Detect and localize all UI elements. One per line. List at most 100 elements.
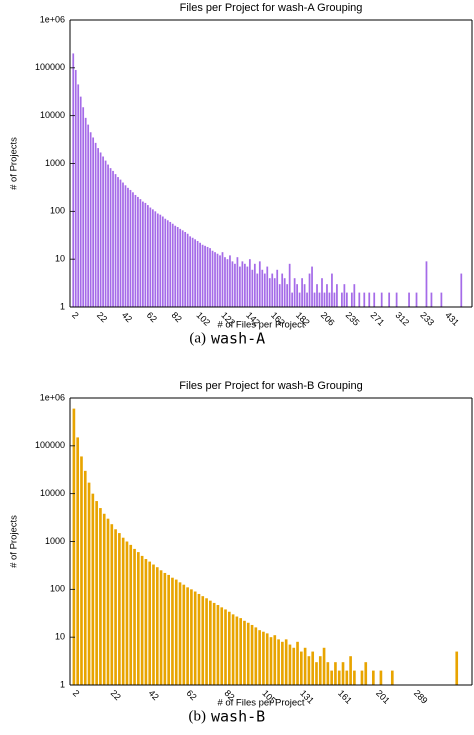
bar xyxy=(296,284,298,307)
bar xyxy=(231,614,235,685)
bar xyxy=(214,252,216,307)
bar xyxy=(262,631,265,685)
x-tick-label: 42 xyxy=(147,688,161,702)
bar xyxy=(298,292,301,307)
y-tick-label: 1e+06 xyxy=(40,14,65,24)
y-tick-label: 10 xyxy=(55,632,65,642)
bar xyxy=(408,292,410,307)
x-tick-label: 62 xyxy=(145,310,159,324)
bar xyxy=(341,292,343,307)
bar xyxy=(226,259,229,307)
bar xyxy=(163,572,167,685)
bar xyxy=(271,273,274,307)
bar xyxy=(224,609,227,685)
bar xyxy=(337,670,341,685)
x-tick-label: 22 xyxy=(109,688,123,702)
bar xyxy=(261,269,264,307)
bar xyxy=(99,508,102,685)
bar xyxy=(288,644,292,685)
bar xyxy=(328,292,331,307)
bar xyxy=(140,555,144,685)
bar xyxy=(256,273,259,307)
x-tick-label: 271 xyxy=(369,310,387,328)
bar xyxy=(193,591,197,685)
bar xyxy=(239,618,243,685)
bar xyxy=(284,639,288,685)
x-tick-label: 102 xyxy=(195,310,213,328)
y-tick-label: 100 xyxy=(50,206,65,216)
bar xyxy=(154,211,157,307)
bar xyxy=(246,266,249,307)
bar xyxy=(104,160,107,307)
x-axis-label: # of Files per Project xyxy=(217,320,304,331)
bar xyxy=(174,225,177,307)
caption: wash-A xyxy=(211,330,265,348)
bar xyxy=(216,253,219,307)
bar xyxy=(273,278,276,307)
y-tick-label: 1 xyxy=(60,301,65,311)
bar xyxy=(379,670,383,685)
x-tick-label: 2 xyxy=(70,310,81,321)
y-tick-label: 10000 xyxy=(40,488,65,498)
bar xyxy=(92,137,95,307)
bar xyxy=(77,84,80,308)
bar xyxy=(291,292,294,307)
bar xyxy=(360,670,364,685)
bar xyxy=(204,245,206,307)
bar xyxy=(82,107,85,307)
bar xyxy=(231,261,234,307)
bar xyxy=(219,255,221,307)
chart-title: Files per Project for wash-A Grouping xyxy=(180,2,363,14)
bar xyxy=(303,284,306,307)
bar xyxy=(114,529,117,685)
bar xyxy=(349,656,352,685)
bar xyxy=(358,292,361,307)
bar xyxy=(430,292,433,307)
bar xyxy=(178,582,182,685)
y-axis-label: # of Projects xyxy=(9,137,20,190)
bar xyxy=(142,201,144,307)
bar xyxy=(211,250,214,307)
y-tick-label: 1 xyxy=(60,679,65,689)
bar xyxy=(107,164,109,307)
bar xyxy=(273,635,277,685)
bar xyxy=(95,501,98,685)
bar xyxy=(244,263,246,307)
bar xyxy=(127,187,129,307)
bar xyxy=(124,185,127,307)
x-tick-label: 201 xyxy=(374,688,392,706)
bar xyxy=(306,292,308,307)
bar xyxy=(164,218,167,307)
bar xyxy=(133,548,136,685)
bar xyxy=(288,263,291,307)
caption: wash-B xyxy=(211,708,265,726)
bar xyxy=(395,292,398,307)
bar xyxy=(253,263,256,307)
bar xyxy=(205,598,208,685)
bar xyxy=(156,213,159,307)
bar xyxy=(167,574,170,685)
bar xyxy=(250,624,254,685)
bar xyxy=(455,651,459,685)
bar xyxy=(161,216,164,307)
bar xyxy=(112,170,114,307)
bar xyxy=(268,278,271,307)
bar xyxy=(122,182,124,307)
bar xyxy=(152,564,155,685)
bar xyxy=(181,230,184,307)
bar xyxy=(326,662,330,685)
bar xyxy=(89,132,92,307)
bar xyxy=(174,579,178,685)
bar xyxy=(83,470,87,685)
bar xyxy=(353,284,356,307)
bar xyxy=(212,602,216,685)
y-tick-label: 100000 xyxy=(35,62,65,72)
bar xyxy=(144,559,148,685)
bar xyxy=(229,255,231,307)
bar xyxy=(134,194,137,307)
x-tick-label: 206 xyxy=(319,310,337,328)
bar xyxy=(415,292,418,307)
bar xyxy=(119,179,122,307)
bar xyxy=(125,541,129,685)
